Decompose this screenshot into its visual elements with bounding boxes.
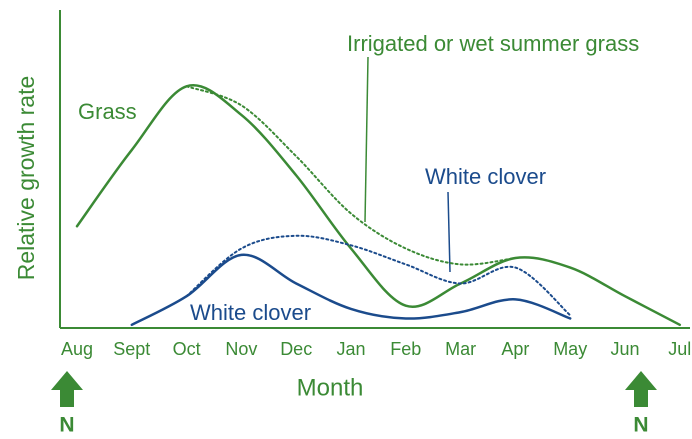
x-tick-label: Jul: [668, 339, 691, 359]
marker-label: N: [59, 414, 74, 437]
series-line: [185, 234, 572, 317]
arrow: [51, 371, 83, 407]
x-tick-label: Feb: [390, 339, 421, 359]
x-tick-label: May: [553, 339, 587, 359]
series-line: [130, 253, 572, 327]
leader-line: [447, 191, 451, 273]
series-line: [75, 84, 682, 327]
x-tick-label: Jun: [610, 339, 639, 359]
leader-line: [364, 56, 369, 223]
x-tick-label: Apr: [501, 339, 529, 359]
marker-label: N: [633, 414, 648, 437]
series-line: [185, 85, 517, 266]
x-tick-label: Jan: [336, 339, 365, 359]
y-axis-label: Relative growth rate: [13, 76, 39, 281]
x-axis-label: Month: [297, 374, 364, 401]
x-tick-label: Oct: [173, 339, 201, 359]
x-tick-label: Dec: [280, 339, 312, 359]
arrow: [625, 371, 657, 407]
series-label: Irrigated or wet summer grass: [347, 31, 639, 56]
x-tick-label: Aug: [61, 339, 93, 359]
series-label: White clover: [425, 164, 546, 189]
x-tick-label: Mar: [445, 339, 476, 359]
series-label: White clover: [190, 300, 311, 325]
x-tick-label: Sept: [113, 339, 150, 359]
x-tick-label: Nov: [225, 339, 257, 359]
series-label: Grass: [78, 99, 137, 124]
